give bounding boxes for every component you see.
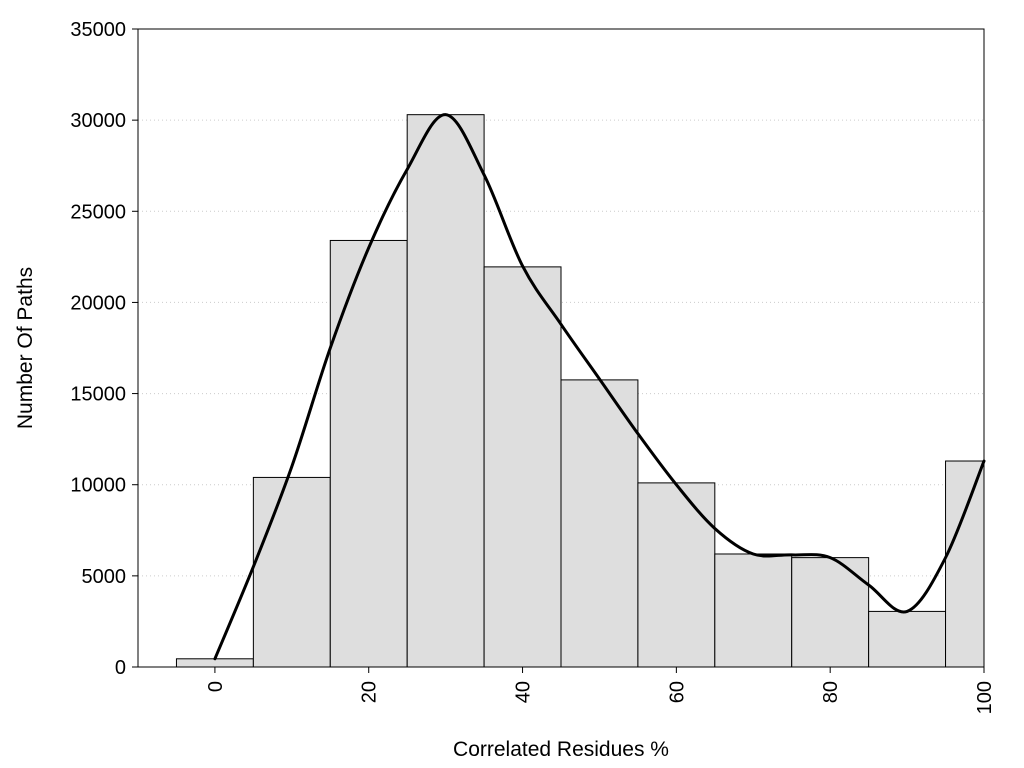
bars (175, 114, 985, 668)
bar-7 (714, 553, 793, 668)
density-curve (213, 113, 986, 661)
y-tick-label-1: 5000 (82, 566, 127, 588)
bar-8 (791, 557, 870, 668)
plot-frame (137, 28, 985, 668)
bar-2 (329, 239, 408, 668)
bar-5 (560, 379, 639, 668)
x-axis-ticks: 0 20 40 60 80 100 (205, 667, 996, 714)
x-axis-label: Correlated Residues % (453, 738, 669, 761)
y-tick-label-5: 25000 (70, 201, 126, 223)
x-tick-label-3: 60 (666, 681, 688, 703)
x-tick-label-2: 40 (513, 681, 535, 703)
x-tick-label-1: 20 (359, 681, 381, 703)
y-tick-label-7: 35000 (70, 19, 126, 41)
bar-6 (637, 482, 716, 668)
x-tick-label-0: 0 (205, 681, 227, 692)
bar-3 (406, 114, 485, 668)
bar-10 (945, 460, 985, 668)
y-axis-label: Number Of Paths (14, 267, 37, 429)
bar-4 (483, 266, 562, 668)
y-axis-ticks: 0 5000 10000 15000 20000 25000 30000 35000 (70, 19, 138, 679)
y-tick-label-4: 20000 (70, 292, 126, 314)
y-tick-label-3: 15000 (70, 384, 126, 406)
bar-1 (252, 476, 331, 668)
y-tick-label-0: 0 (115, 657, 126, 679)
y-tick-label-6: 30000 (70, 110, 126, 132)
y-tick-label-2: 10000 (70, 475, 126, 497)
x-tick-label-5: 100 (974, 681, 996, 714)
bar-9 (868, 610, 947, 668)
x-tick-label-4: 80 (820, 681, 842, 703)
